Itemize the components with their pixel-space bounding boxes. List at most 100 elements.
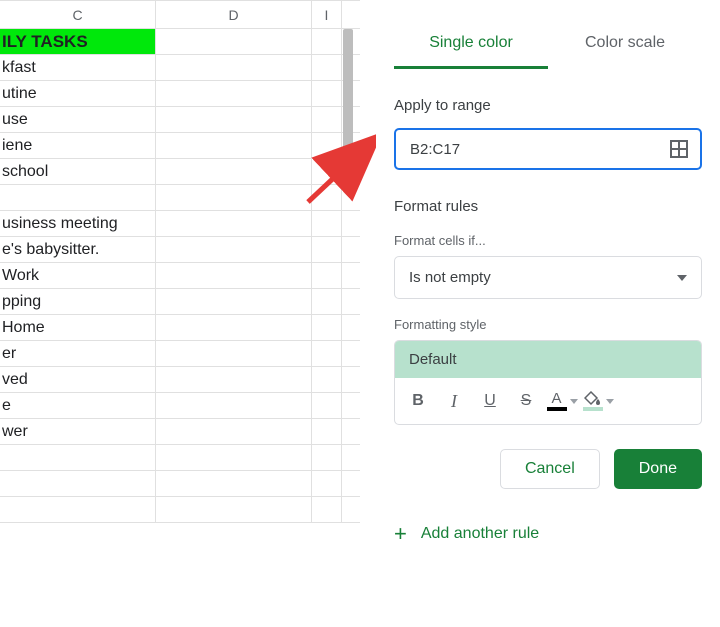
tab-color-scale[interactable]: Color scale (548, 34, 702, 69)
table-row[interactable]: ILY TASKS (0, 29, 360, 55)
cell[interactable]: ILY TASKS (0, 29, 156, 54)
table-row[interactable]: ved (0, 367, 360, 393)
cell[interactable] (156, 367, 312, 392)
fill-color-button[interactable] (581, 386, 615, 416)
cell[interactable] (312, 29, 342, 54)
cell[interactable] (312, 445, 342, 470)
cell[interactable] (156, 263, 312, 288)
bold-button[interactable]: B (401, 386, 435, 416)
cell[interactable]: e (0, 393, 156, 418)
cell[interactable] (156, 159, 312, 184)
col-header-d[interactable]: D (156, 1, 312, 28)
table-row[interactable]: usiness meeting (0, 211, 360, 237)
vertical-scrollbar[interactable] (342, 29, 354, 589)
add-another-rule-button[interactable]: + Add another rule (394, 525, 702, 543)
cell[interactable] (156, 419, 312, 444)
cell[interactable] (312, 55, 342, 80)
table-row[interactable]: kfast (0, 55, 360, 81)
cell[interactable] (156, 315, 312, 340)
cell[interactable]: kfast (0, 55, 156, 80)
scroll-thumb[interactable] (343, 29, 353, 169)
table-row[interactable]: Work (0, 263, 360, 289)
table-row[interactable]: iene (0, 133, 360, 159)
cell[interactable] (156, 393, 312, 418)
cell[interactable] (312, 159, 342, 184)
cell[interactable] (156, 211, 312, 236)
strikethrough-button[interactable]: S (509, 386, 543, 416)
cell[interactable] (156, 81, 312, 106)
panel-tabs: Single color Color scale (394, 34, 702, 69)
cell[interactable] (312, 81, 342, 106)
cell[interactable] (156, 289, 312, 314)
underline-button[interactable]: U (473, 386, 507, 416)
table-row[interactable]: er (0, 341, 360, 367)
cell[interactable]: utine (0, 81, 156, 106)
cell[interactable]: iene (0, 133, 156, 158)
cell[interactable] (0, 445, 156, 470)
table-row[interactable]: use (0, 107, 360, 133)
cell[interactable] (312, 393, 342, 418)
text-color-button[interactable]: A (545, 386, 579, 416)
label-format-rules: Format rules (394, 198, 702, 215)
cell[interactable] (156, 55, 312, 80)
table-row[interactable] (0, 445, 360, 471)
cell[interactable] (312, 315, 342, 340)
italic-button[interactable]: I (437, 386, 471, 416)
cell[interactable] (156, 497, 312, 522)
col-header-c[interactable]: C (0, 1, 156, 28)
cell[interactable] (156, 471, 312, 496)
cell[interactable] (312, 367, 342, 392)
cell[interactable] (312, 497, 342, 522)
table-row[interactable]: wer (0, 419, 360, 445)
cell[interactable]: ved (0, 367, 156, 392)
cell[interactable] (0, 497, 156, 522)
cell[interactable]: wer (0, 419, 156, 444)
table-row[interactable] (0, 497, 360, 523)
cell[interactable]: e's babysitter. (0, 237, 156, 262)
button-row: Cancel Done (394, 449, 702, 489)
table-row[interactable] (0, 471, 360, 497)
cell[interactable] (156, 237, 312, 262)
tab-single-color[interactable]: Single color (394, 34, 548, 69)
cell[interactable] (312, 237, 342, 262)
range-input[interactable]: B2:C17 (394, 128, 702, 170)
table-row[interactable]: Home (0, 315, 360, 341)
col-header-e[interactable]: I (312, 1, 342, 28)
cell[interactable] (0, 471, 156, 496)
cell[interactable] (312, 211, 342, 236)
cell[interactable]: er (0, 341, 156, 366)
cell[interactable]: use (0, 107, 156, 132)
cell[interactable] (312, 263, 342, 288)
cell[interactable] (156, 341, 312, 366)
done-button[interactable]: Done (614, 449, 702, 489)
cell[interactable]: usiness meeting (0, 211, 156, 236)
cell[interactable] (312, 107, 342, 132)
table-row[interactable]: e (0, 393, 360, 419)
label-apply-range: Apply to range (394, 97, 702, 114)
cell[interactable] (312, 185, 342, 210)
style-preview[interactable]: Default (395, 341, 701, 378)
cell[interactable]: school (0, 159, 156, 184)
condition-select[interactable]: Is not empty (394, 256, 702, 299)
cell[interactable] (156, 133, 312, 158)
table-row[interactable]: school (0, 159, 360, 185)
cell[interactable] (312, 471, 342, 496)
cell[interactable]: Home (0, 315, 156, 340)
cell[interactable] (156, 29, 312, 54)
table-row[interactable] (0, 185, 360, 211)
table-row[interactable]: pping (0, 289, 360, 315)
cell[interactable] (156, 185, 312, 210)
cell[interactable] (312, 289, 342, 314)
cell[interactable] (312, 341, 342, 366)
cell[interactable] (156, 107, 312, 132)
select-range-icon[interactable] (670, 140, 688, 158)
cell[interactable] (156, 445, 312, 470)
table-row[interactable]: utine (0, 81, 360, 107)
cell[interactable] (312, 419, 342, 444)
table-row[interactable]: e's babysitter. (0, 237, 360, 263)
cell[interactable] (312, 133, 342, 158)
cell[interactable]: Work (0, 263, 156, 288)
cancel-button[interactable]: Cancel (500, 449, 600, 489)
cell[interactable]: pping (0, 289, 156, 314)
cell[interactable] (0, 185, 156, 210)
